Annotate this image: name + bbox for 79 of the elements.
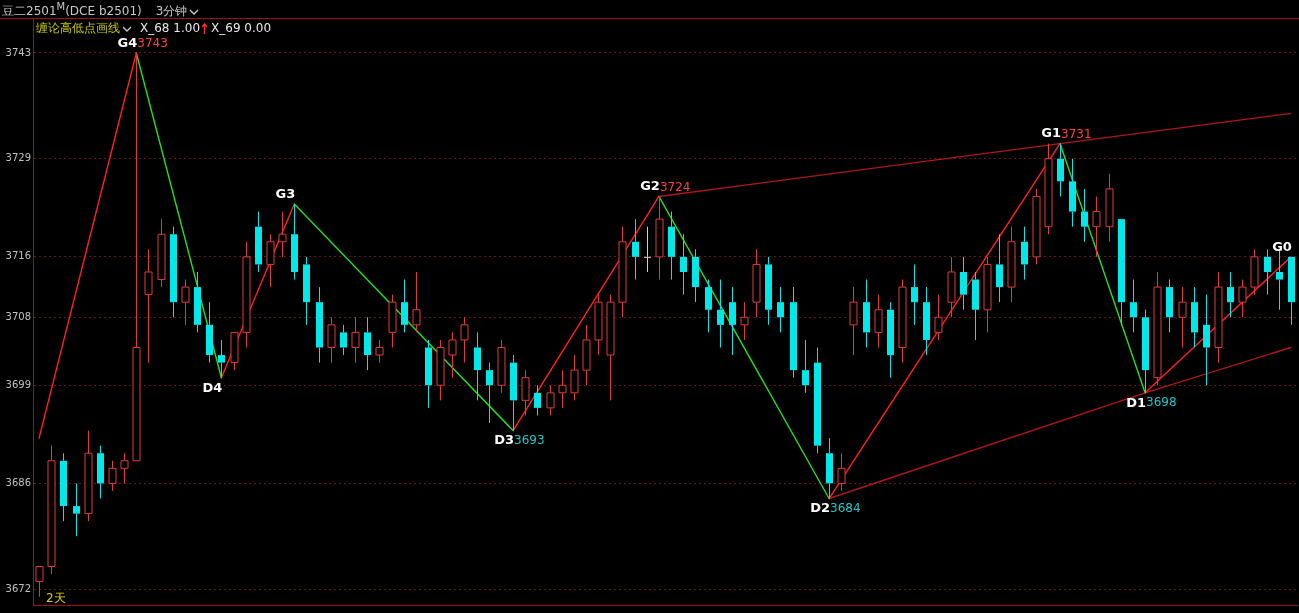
candlestick bbox=[170, 226, 177, 318]
data-label: G3 bbox=[275, 185, 296, 201]
candlestick bbox=[632, 218, 639, 281]
text: 3分钟 bbox=[155, 4, 188, 18]
y-tick-label: 3672 bbox=[5, 582, 31, 594]
candlestick bbox=[644, 226, 651, 273]
annotation: 2天 bbox=[46, 591, 66, 605]
candlestick bbox=[802, 339, 809, 394]
data-label: G0 bbox=[1272, 238, 1292, 254]
data-label: 3693 bbox=[514, 432, 545, 447]
candlestick bbox=[291, 203, 298, 281]
candlestick bbox=[1069, 158, 1076, 228]
candlestick bbox=[717, 279, 724, 348]
candlestick bbox=[73, 482, 80, 537]
candlestick bbox=[486, 362, 493, 424]
annotation: X_69 0.00 bbox=[211, 21, 272, 35]
data-label: G4 bbox=[117, 34, 138, 50]
candlestick bbox=[960, 256, 967, 311]
chart-title: 豆二2501$^{M}$(DCE b2501) bbox=[2, 1, 142, 18]
candlestick bbox=[534, 384, 541, 416]
candlestick bbox=[1191, 286, 1198, 348]
candlestick bbox=[255, 211, 262, 273]
candlestick bbox=[863, 279, 870, 348]
data-label: D3 bbox=[494, 432, 515, 448]
data-label: G1 bbox=[1041, 125, 1061, 141]
y-tick-label: 3686 bbox=[5, 477, 31, 489]
data-label: 3743 bbox=[137, 36, 168, 51]
candlestick bbox=[923, 286, 930, 356]
candlestick bbox=[1166, 279, 1173, 333]
candlestick bbox=[60, 452, 67, 522]
data-label: D4 bbox=[202, 379, 223, 395]
data-label: 3684 bbox=[830, 500, 861, 515]
candlestick bbox=[364, 316, 371, 371]
candlestick bbox=[425, 339, 432, 409]
candlestick bbox=[1130, 279, 1137, 333]
candlestick bbox=[218, 339, 225, 379]
y-tick-label: 3729 bbox=[5, 152, 31, 164]
candlestick bbox=[996, 233, 1003, 303]
candlestick bbox=[911, 263, 918, 326]
candlestick bbox=[826, 437, 833, 500]
candlestick bbox=[303, 256, 310, 326]
candlestick bbox=[316, 286, 323, 364]
candlestick bbox=[680, 233, 687, 296]
chart-subtitle: 缠论高低点画线 bbox=[36, 21, 120, 35]
data-label: D1 bbox=[1126, 394, 1147, 410]
candlestick bbox=[668, 211, 675, 281]
candlestick bbox=[194, 271, 201, 333]
y-tick-label: 3699 bbox=[5, 378, 31, 390]
y-tick-label: 3708 bbox=[5, 310, 31, 322]
candlestick bbox=[1142, 309, 1149, 394]
candlestick bbox=[887, 301, 894, 379]
candlestick bbox=[705, 279, 712, 333]
candlestick bbox=[1227, 271, 1234, 318]
candlestick bbox=[340, 324, 347, 356]
data-label: G2 bbox=[640, 178, 660, 194]
candlestick bbox=[765, 256, 772, 326]
candlestick bbox=[474, 331, 481, 401]
candlestick bbox=[1081, 188, 1088, 243]
candlestick bbox=[814, 346, 821, 454]
y-tick-label: 3716 bbox=[5, 250, 31, 262]
y-tick-label: 3743 bbox=[5, 46, 31, 58]
candlestick bbox=[1057, 143, 1064, 197]
candlestick bbox=[777, 286, 784, 333]
candlestick bbox=[790, 286, 797, 379]
candlestick bbox=[510, 354, 517, 432]
annotation: X_68 1.00 bbox=[140, 21, 201, 35]
data-label: D2 bbox=[810, 500, 831, 516]
candlestick bbox=[972, 271, 979, 341]
candlestick bbox=[401, 279, 408, 333]
candlestick bbox=[97, 445, 104, 500]
candlestick bbox=[1021, 226, 1028, 281]
data-label: 3724 bbox=[659, 179, 691, 194]
candlestick bbox=[729, 286, 736, 356]
data-label: 3731 bbox=[1061, 126, 1092, 141]
candlestick bbox=[206, 301, 213, 364]
candlestick bbox=[692, 248, 699, 303]
data-label: 3698 bbox=[1146, 394, 1177, 409]
candlestick bbox=[1203, 294, 1210, 386]
candlestick bbox=[1264, 248, 1271, 296]
